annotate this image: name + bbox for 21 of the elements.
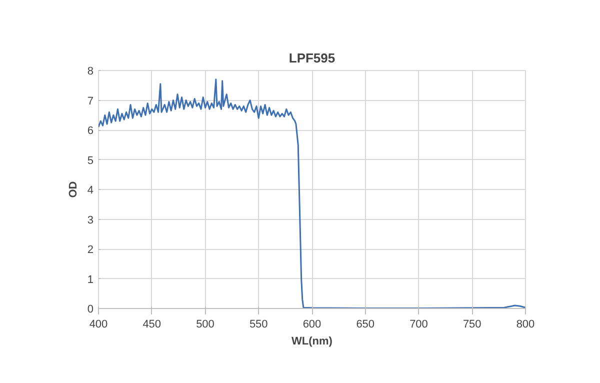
- y-tick-label: 0: [87, 304, 94, 316]
- y-tick-label: 7: [87, 95, 94, 108]
- x-tick-label: 650: [356, 318, 375, 330]
- y-axis-title: OD: [67, 181, 80, 198]
- x-tick-label: 550: [249, 318, 268, 330]
- y-tick-label: 6: [87, 125, 94, 137]
- y-tick-label: 3: [87, 214, 94, 226]
- x-tick-label: 800: [516, 318, 535, 330]
- y-tick-label: 1: [87, 274, 94, 286]
- x-tick-label: 700: [410, 318, 428, 330]
- x-tick-label: 500: [196, 318, 214, 330]
- x-tick-label: 450: [142, 318, 162, 330]
- x-tick-label: 400: [89, 318, 108, 330]
- y-tick-label: 8: [87, 66, 94, 78]
- x-tick-label: 750: [462, 318, 482, 330]
- chart-title: LPF595: [288, 50, 336, 66]
- x-tick-label: 600: [302, 318, 322, 330]
- y-tick-label: 4: [87, 184, 94, 196]
- y-tick-label: 5: [87, 154, 94, 167]
- y-tick-label: 2: [87, 244, 94, 256]
- x-axis-title: WL(nm): [292, 336, 333, 348]
